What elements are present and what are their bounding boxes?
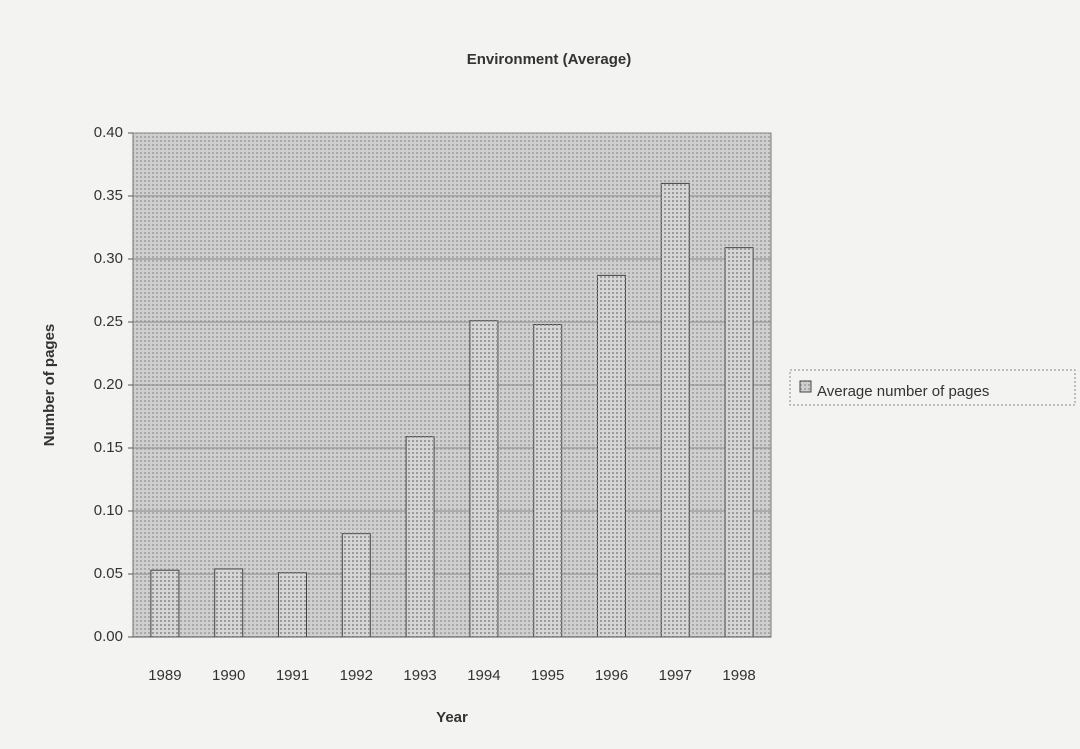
x-tick-label: 1991 bbox=[276, 667, 309, 684]
bar bbox=[533, 324, 563, 638]
x-tick-label: 1995 bbox=[531, 667, 564, 684]
y-tick-label: 0.25 bbox=[94, 313, 123, 330]
bar bbox=[150, 569, 180, 638]
x-tick-label: 1994 bbox=[467, 667, 500, 684]
y-tick-label: 0.00 bbox=[94, 628, 123, 645]
bar bbox=[214, 568, 244, 638]
chart-title: Environment (Average) bbox=[467, 51, 631, 68]
x-axis-label: Year bbox=[436, 709, 468, 726]
y-tick-label: 0.30 bbox=[94, 250, 123, 267]
legend-label: Average number of pages bbox=[817, 383, 989, 400]
bar bbox=[341, 533, 371, 638]
y-axis-label: Number of pages bbox=[41, 324, 58, 447]
y-tick-label: 0.40 bbox=[94, 124, 123, 141]
legend-swatch bbox=[799, 380, 812, 393]
y-tick-label: 0.05 bbox=[94, 565, 123, 582]
bar bbox=[660, 182, 690, 638]
bar bbox=[724, 247, 754, 638]
x-tick-label: 1998 bbox=[722, 667, 755, 684]
bar bbox=[597, 274, 626, 638]
x-tick-label: 1989 bbox=[148, 667, 181, 684]
y-tick-label: 0.20 bbox=[94, 376, 123, 393]
bar bbox=[278, 572, 307, 638]
x-tick-label: 1990 bbox=[212, 667, 245, 684]
bar bbox=[469, 320, 499, 638]
legend-box bbox=[789, 369, 1076, 406]
y-tick-label: 0.15 bbox=[94, 439, 123, 456]
x-tick-label: 1997 bbox=[659, 667, 692, 684]
x-tick-label: 1996 bbox=[595, 667, 628, 684]
x-tick-label: 1993 bbox=[403, 667, 436, 684]
x-tick-label: 1992 bbox=[340, 667, 373, 684]
bar bbox=[405, 436, 435, 638]
y-tick-label: 0.35 bbox=[94, 187, 123, 204]
y-tick-label: 0.10 bbox=[94, 502, 123, 519]
